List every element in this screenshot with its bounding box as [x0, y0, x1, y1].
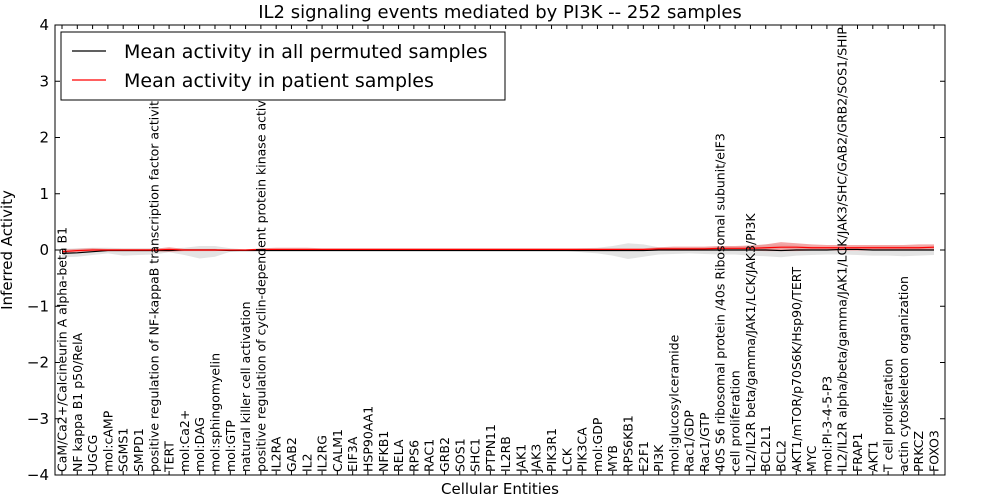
- category-label: HSP90AA1: [360, 406, 375, 472]
- chart-title: IL2 signaling events mediated by PI3K --…: [258, 2, 742, 23]
- category-label: AKT1: [865, 441, 880, 472]
- category-label: PIK3CA: [575, 427, 590, 472]
- legend-label-patient: Mean activity in patient samples: [124, 70, 434, 92]
- category-label: NFKB1: [376, 431, 391, 472]
- category-label: positive regulation of cyclin-dependent …: [253, 84, 268, 472]
- category-label: IL2RB: [498, 436, 513, 472]
- y-tick-label: −1: [27, 297, 49, 315]
- category-label: BCL2: [774, 440, 789, 472]
- legend: Mean activity in all permuted samples Me…: [60, 31, 506, 101]
- category-label: PIK3R1: [544, 428, 559, 472]
- category-label: PRKCZ: [911, 431, 926, 472]
- category-label: GRB2: [437, 437, 452, 472]
- series-lines: [61, 246, 935, 254]
- y-tick-label: 1: [39, 185, 49, 203]
- y-tick-label: −4: [27, 466, 49, 484]
- category-label: IL2RA: [269, 436, 284, 472]
- category-label: IL2/IL2R beta/gamma/JAK1/LCK/JAK3/PI3K: [743, 213, 758, 472]
- category-label: actin cytoskeleton organization: [896, 276, 911, 472]
- category-label: mol:Ca2+: [177, 410, 192, 472]
- category-label: IL2/IL2R alpha/beta/gamma/JAK1/LCK/JAK3/…: [835, 27, 850, 472]
- y-tick-label: −3: [27, 410, 49, 428]
- y-tick-label: 2: [39, 129, 49, 147]
- legend-label-permuted: Mean activity in all permuted samples: [124, 41, 487, 63]
- y-tick-label: 4: [39, 16, 49, 34]
- category-label: JAK1: [513, 444, 528, 473]
- category-label: mol:GTP: [223, 420, 238, 472]
- category-label: Rac1/GTP: [697, 412, 712, 472]
- category-label: IL2RG: [315, 435, 330, 472]
- category-label: mol:cAMP: [100, 410, 115, 472]
- category-label: RPS6KB1: [621, 415, 636, 472]
- x-axis-label: Cellular Entities: [441, 480, 559, 498]
- category-label: AKT1/mTOR/p70S6K/Hsp90/TERT: [789, 266, 804, 472]
- category-label: SOS1: [452, 438, 467, 472]
- category-label: mol:PI-3-4-5-P3: [819, 376, 834, 472]
- y-tick-label: 3: [39, 72, 49, 90]
- category-label: RELA: [391, 439, 406, 472]
- category-label: MYB: [605, 445, 620, 472]
- category-label: 40S S6 ribosomal protein /40s Ribosomal …: [712, 133, 727, 472]
- category-label: BCL2L1: [758, 425, 773, 472]
- legend-box: [60, 31, 506, 101]
- category-label: EIF3A: [345, 436, 360, 472]
- y-tick-label: −2: [27, 354, 49, 372]
- category-label: JAK3: [529, 444, 544, 473]
- y-tick-label: 0: [39, 241, 49, 259]
- category-label: mol:GDP: [590, 417, 605, 472]
- category-labels: CaM/Ca2+/Calcineurin A alpha-beta B1 NF k…: [55, 25, 942, 475]
- category-label: FRAP1: [850, 433, 865, 472]
- category-label: SGMS1: [116, 428, 131, 472]
- category-label: LCK: [559, 447, 574, 472]
- category-label: FOXO3: [927, 430, 942, 472]
- category-label: IL2: [299, 453, 314, 472]
- category-label: mol:DAG: [192, 417, 207, 472]
- category-label: UGCG: [85, 435, 100, 472]
- category-label: MYC: [804, 445, 819, 472]
- category-label: CALM1: [330, 429, 345, 472]
- plot-frame: [54, 24, 946, 476]
- category-label: GAB2: [284, 437, 299, 472]
- category-label: PTPN11: [483, 424, 498, 472]
- category-label: mol:sphingomyelin: [207, 353, 222, 472]
- category-label: mol:glucosylceramide: [666, 334, 681, 472]
- category-label: RPS6: [406, 440, 421, 472]
- category-label: T cell proliferation: [881, 359, 896, 473]
- category-label: natural killer cell activation: [238, 301, 253, 472]
- category-label: TERT: [162, 441, 177, 473]
- y-axis-ticks: −4 −3 −2 −1 0 1 2 3 4: [27, 16, 945, 484]
- category-label: positive regulation of NF-kappaB transcr…: [146, 93, 161, 472]
- category-label: SHC1: [468, 438, 483, 472]
- category-label: E2F1: [636, 441, 651, 472]
- category-label: CaM/Ca2+/Calcineurin A alpha-beta B1: [55, 227, 70, 472]
- category-label: NF kappa B1 p50/RelA: [70, 332, 85, 472]
- category-label: Rac1/GDP: [682, 410, 697, 472]
- y-axis-label: Inferred Activity: [0, 190, 16, 310]
- category-label: cell proliferation: [728, 370, 743, 472]
- category-label: PI3K: [651, 444, 666, 472]
- category-label: SMPD1: [131, 428, 146, 472]
- line-patient: [61, 246, 935, 253]
- category-label: RAC1: [422, 439, 437, 472]
